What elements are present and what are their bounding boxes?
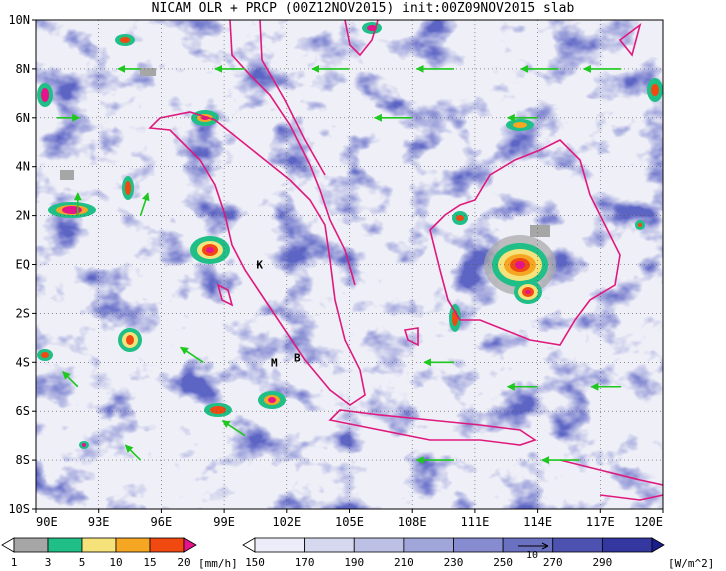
precip-colorbar-swatch (81, 537, 117, 553)
station-marker-m: M (271, 356, 278, 369)
precip-colorbar-unit: [mm/h] (198, 557, 238, 570)
y-tick-label: 8N (16, 62, 30, 76)
wind-vector (139, 192, 150, 216)
olr-colorbar-swatch (304, 537, 355, 553)
x-tick-label: 117E (586, 515, 615, 529)
y-tick-label: 8S (16, 453, 30, 467)
x-axis-ticks: 90E 93E 96E 99E 102E 105E 108E 111E 114E 117E 120E (35, 509, 664, 529)
x-tick-label: 90E (36, 515, 58, 529)
y-tick-label: 6N (16, 111, 30, 125)
y-tick-label: 10N (8, 13, 30, 27)
x-tick-label: 114E (523, 515, 552, 529)
x-tick-label: 93E (88, 515, 110, 529)
y-tick-label: 2N (16, 209, 30, 223)
y-tick-label: 10S (8, 502, 30, 516)
precip-colorbar-swatch (13, 537, 49, 553)
y-tick-label: 2S (16, 306, 30, 320)
olr-colorbar-swatch (353, 537, 405, 553)
olr-colorbar-label: 190 (344, 556, 364, 569)
wind-vector (62, 371, 79, 388)
olr-colorbar-label: 210 (394, 556, 414, 569)
precip-colorbar-label: 3 (45, 556, 52, 569)
precip-colorbar-label: 1 (11, 556, 18, 569)
wind-reference: 10 (518, 542, 549, 561)
olr-colorbar-label: 250 (493, 556, 513, 569)
wind-vector (221, 419, 246, 437)
y-tick-label: EQ (16, 258, 30, 272)
chart-title: NICAM OLR + PRCP (00Z12NOV2015) init:00Z… (152, 1, 575, 16)
station-marker-b: B (294, 351, 301, 364)
x-tick-label: 96E (151, 515, 173, 529)
precip-colorbar-label: 20 (177, 556, 190, 569)
olr-colorbar-swatch (254, 537, 306, 553)
x-tick-label: 111E (460, 515, 489, 529)
olr-colorbar-end-high (651, 537, 665, 553)
x-tick-label: 102E (272, 515, 301, 529)
olr-colorbar-label: 170 (295, 556, 315, 569)
y-axis-ticks: 10N 8N 6N 4N 2N EQ 2S 4S 6S 8S 10S (8, 13, 36, 516)
olr-colorbar-swatch (601, 537, 653, 553)
precip-colorbar-label: 15 (143, 556, 156, 569)
olr-colorbar-label: 230 (444, 556, 464, 569)
precip-cells (37, 22, 663, 449)
station-marker-k: K (256, 259, 263, 272)
precip-colorbar-end-low (1, 537, 15, 553)
x-tick-label: 120E (634, 515, 663, 529)
station-markers: K M B (256, 259, 301, 370)
wind-reference-label: 10 (526, 550, 538, 561)
y-tick-label: 4N (16, 160, 30, 174)
olr-colorbar: 150 170 190 210 230 250 270 290 (242, 537, 665, 569)
olr-colorbar-end-low (242, 537, 256, 553)
olr-colorbar-label: 150 (245, 556, 265, 569)
wind-vector (180, 346, 204, 363)
wind-vector (124, 444, 142, 461)
precip-colorbar-end-high (183, 537, 197, 553)
olr-colorbar-unit: [W/m^2] (668, 557, 714, 570)
precip-colorbar-swatch (47, 537, 83, 553)
olr-colorbar-swatch (552, 537, 603, 553)
precip-colorbar-swatch (149, 537, 185, 553)
y-tick-label: 4S (16, 355, 30, 369)
x-tick-label: 105E (335, 515, 364, 529)
precip-colorbar: 1 3 5 10 15 20 (1, 537, 197, 569)
olr-colorbar-swatch (403, 537, 454, 553)
x-tick-label: 108E (398, 515, 427, 529)
olr-colorbar-label: 270 (543, 556, 563, 569)
precip-colorbar-label: 10 (109, 556, 122, 569)
precip-colorbar-swatch (115, 537, 151, 553)
x-tick-label: 99E (213, 515, 235, 529)
olr-colorbar-label: 290 (592, 556, 612, 569)
wind-vectors (56, 64, 622, 465)
olr-colorbar-swatch (453, 537, 504, 553)
y-tick-label: 6S (16, 404, 30, 418)
precip-colorbar-label: 5 (79, 556, 86, 569)
coastlines (148, 20, 663, 501)
